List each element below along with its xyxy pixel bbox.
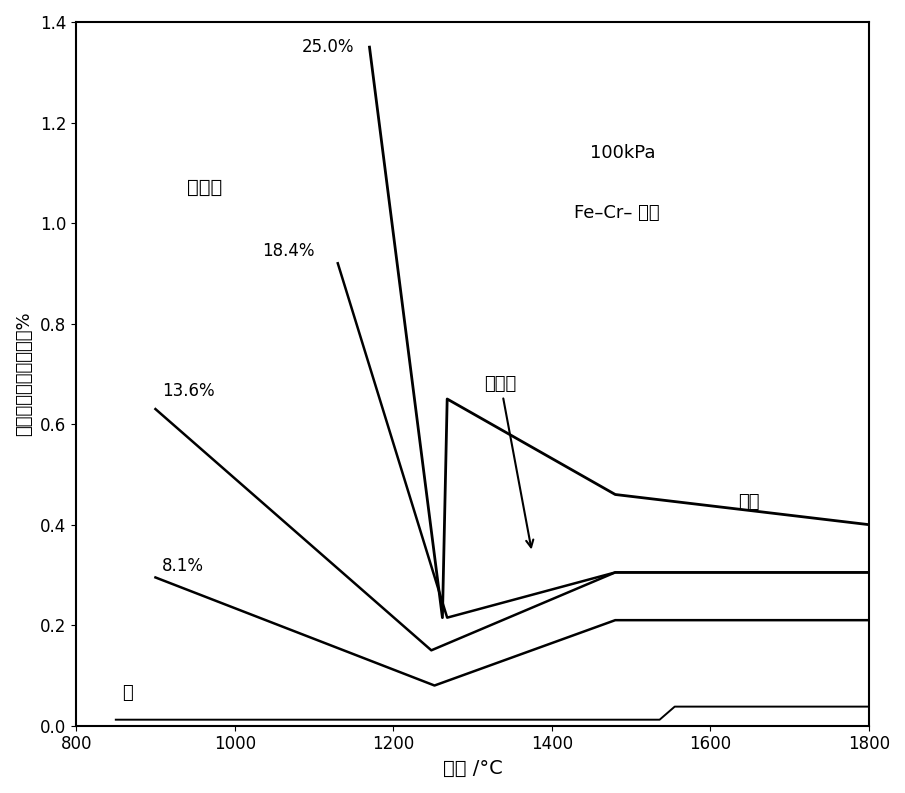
Text: 100kPa: 100kPa (590, 144, 655, 162)
Y-axis label: 氮的溶解度，质量分数%: 氮的溶解度，质量分数% (15, 312, 33, 436)
Text: 13.6%: 13.6% (162, 382, 214, 400)
Text: 熔体: 熔体 (738, 493, 759, 511)
Text: Fe–Cr– 合金: Fe–Cr– 合金 (574, 204, 660, 222)
Text: 铁素体: 铁素体 (484, 375, 533, 547)
Text: 18.4%: 18.4% (262, 242, 315, 260)
X-axis label: 温度 /°C: 温度 /°C (443, 759, 502, 778)
Text: 铁: 铁 (122, 684, 133, 702)
Text: 奥氏体: 奥氏体 (187, 178, 223, 197)
Text: 8.1%: 8.1% (162, 557, 204, 575)
Text: 25.0%: 25.0% (302, 38, 355, 56)
